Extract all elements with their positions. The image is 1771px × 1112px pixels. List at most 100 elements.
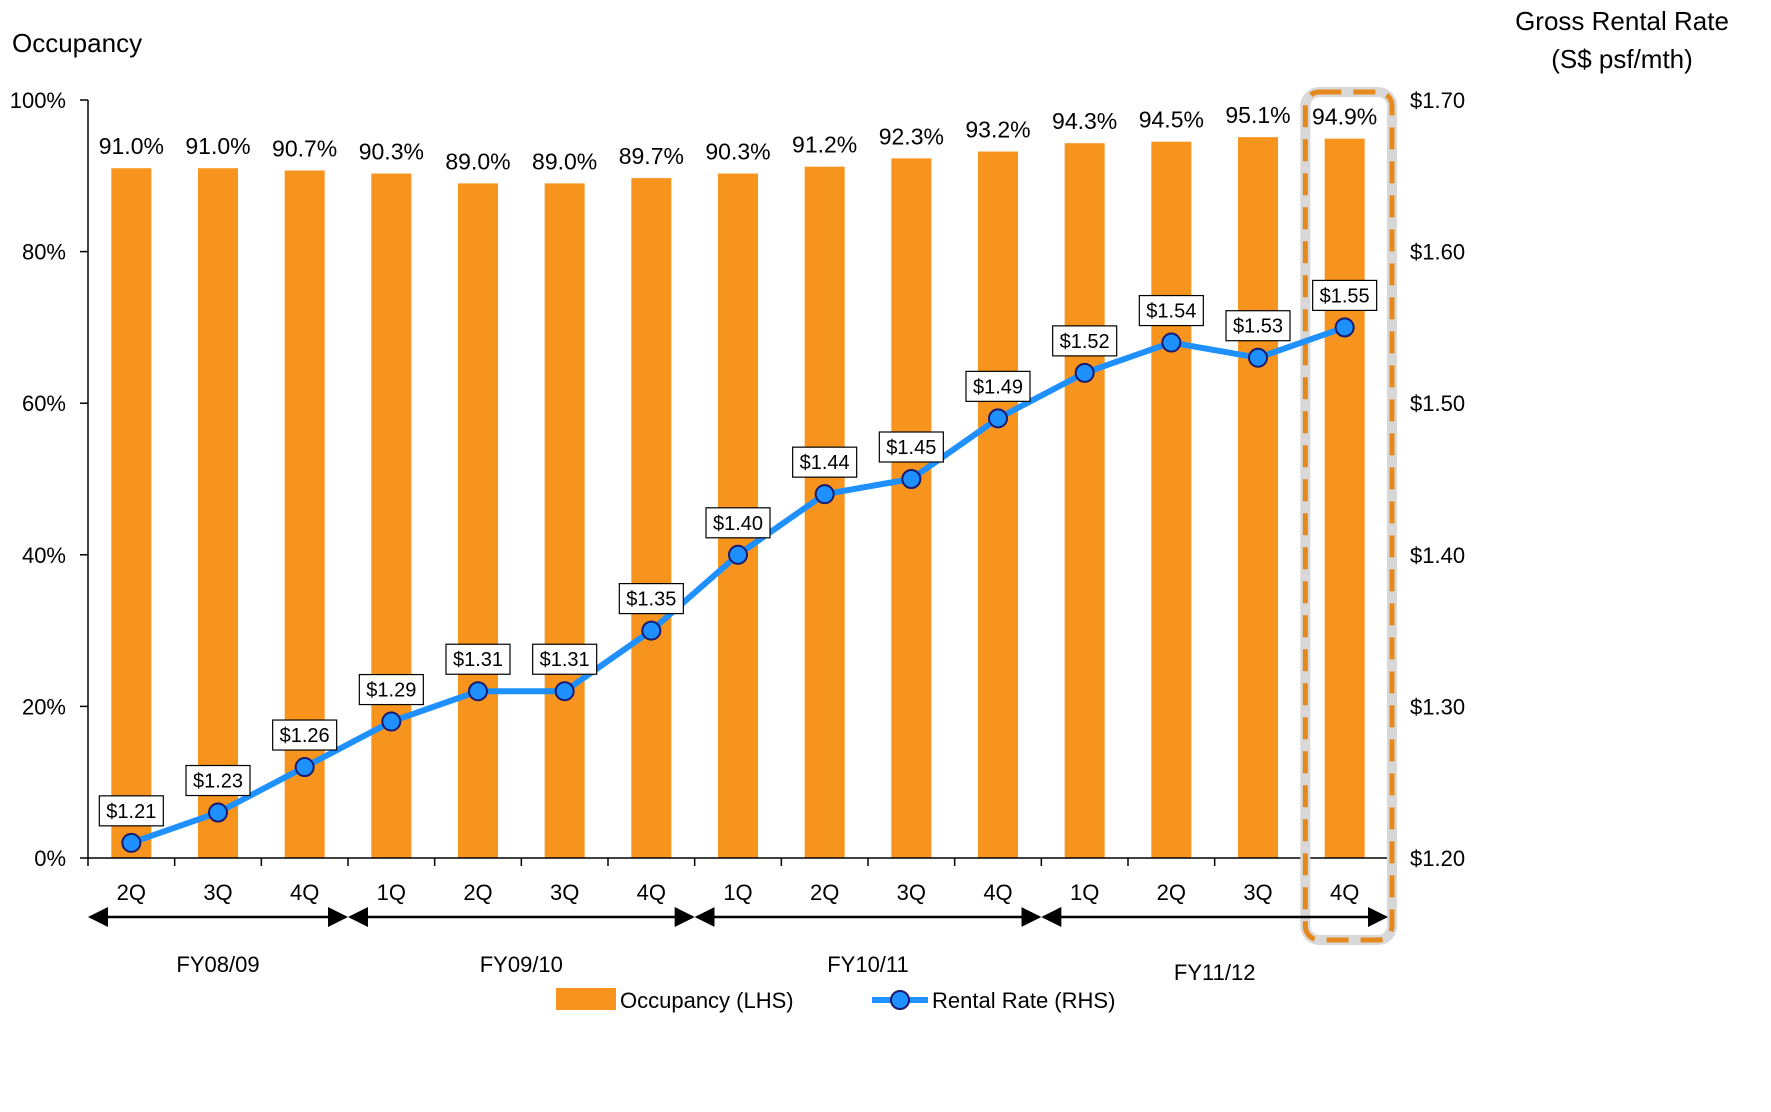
rental-rate-value-label: $1.21 [106, 801, 156, 823]
right-axis-title-unit: (S$ psf/mth) [1551, 44, 1693, 74]
occupancy-value-label: 94.3% [1052, 108, 1117, 134]
rental-rate-label-box [618, 582, 684, 615]
rental-rate-point [121, 832, 142, 853]
rental-rate-value-label: $1.45 [886, 437, 936, 459]
right-axis-tick-label: $1.30 [1410, 694, 1465, 719]
occupancy-value-label: 91.2% [792, 132, 857, 158]
rental-rate-point [1074, 362, 1095, 383]
rental-rate-value-label: $1.54 [1146, 301, 1196, 323]
occupancy-bar [1064, 143, 1105, 858]
rental-rate-value-label: $1.44 [800, 452, 850, 474]
occupancy-bar [631, 178, 672, 859]
rental-rate-label-box [878, 431, 944, 463]
occupancy-value-label: 89.0% [445, 148, 510, 174]
right-axis-tick-label: $1.60 [1410, 240, 1465, 265]
x-axis-category-label: 3Q [550, 880, 579, 905]
rental-rate-value-label: $1.49 [973, 376, 1023, 398]
right-axis-tick-label: $1.40 [1410, 543, 1465, 568]
right-axis-tick-label: $1.50 [1410, 391, 1465, 416]
rental-rate-value-label: $1.53 [1233, 316, 1283, 338]
occupancy-value-label: 90.3% [705, 139, 770, 165]
rental-rate-point [208, 802, 228, 823]
occupancy-bar [978, 151, 1018, 858]
rental-rate-value-label: $1.52 [1060, 331, 1110, 353]
occupancy-bar [371, 173, 412, 858]
left-axis-tick-label: 100% [10, 88, 66, 113]
occupancy-bar [1238, 137, 1278, 859]
rental-rate-label-box [1138, 294, 1204, 327]
left-axis-tick-label: 0% [34, 846, 66, 871]
occupancy-value-label: 92.3% [879, 123, 944, 149]
occupancy-bar [544, 183, 585, 858]
right-axis-title: Gross Rental Rate [1515, 6, 1729, 36]
occupancy-value-label: 90.7% [272, 135, 337, 161]
left-axis-tick-label: 80% [22, 240, 66, 265]
legend-occupancy-swatch [556, 988, 616, 1010]
occupancy-value-label: 89.7% [619, 143, 684, 169]
rental-rate-point [468, 681, 488, 702]
occupancy-value-label: 91.0% [185, 133, 250, 159]
x-axis-category-label: 3Q [897, 880, 926, 905]
x-axis-category-label: 3Q [1243, 880, 1272, 905]
rental-rate-value-label: $1.55 [1320, 285, 1370, 307]
left-axis-tick-label: 20% [22, 694, 66, 719]
occupancy-bar [891, 158, 932, 859]
rental-rate-value-label: $1.40 [713, 513, 763, 535]
rental-rate-label-box [272, 719, 338, 751]
legend-rental-rate-label: Rental Rate (RHS) [932, 988, 1115, 1013]
rental-rate-point [901, 469, 922, 489]
rental-rate-label-box [445, 643, 511, 675]
left-axis-title: Occupancy [12, 28, 142, 58]
rental-rate-point [381, 711, 402, 732]
x-axis-category-label: 2Q [463, 880, 492, 905]
rental-rate-label-box [1312, 279, 1378, 311]
x-axis-category-label: 2Q [810, 880, 839, 905]
x-axis-category-label: 2Q [117, 880, 146, 905]
labels-layer: 91.0% 91.0% 90.7% 90.3% 89.0% 89.0% 89.7% 90.3%… [98, 102, 1378, 827]
x-axis-category-label: 2Q [1157, 880, 1186, 905]
occupancy-value-label: 95.1% [1225, 102, 1290, 128]
rental-rate-point [1334, 317, 1355, 338]
occupancy-bar [198, 168, 238, 859]
left-axis-tick-label: 60% [22, 391, 66, 416]
highlight-box [1302, 89, 1395, 943]
rental-rate-point [1248, 347, 1268, 368]
rental-rate-point [728, 544, 748, 565]
rental-rate-value-label: $1.31 [540, 649, 590, 671]
rental-rate-value-label: $1.29 [366, 680, 416, 702]
x-axis-category-label: 4Q [290, 880, 319, 905]
occupancy-bar [111, 168, 152, 859]
occupancy-bar [458, 183, 498, 858]
rental-rate-point [1161, 332, 1182, 353]
rental-rate-value-label: $1.35 [626, 589, 676, 611]
left-axis-tick-label: 40% [22, 543, 66, 568]
fiscal-year-label: FY11/12 [1174, 960, 1256, 985]
bars-layer [111, 137, 1365, 859]
rental-rate-label-box [1052, 325, 1118, 357]
x-axis-category-label: 3Q [203, 880, 232, 905]
occupancy-bar [804, 166, 845, 859]
occupancy-value-label: 93.2% [965, 117, 1030, 143]
rental-rate-label-box [705, 507, 771, 539]
line-layer [121, 317, 1355, 853]
occupancy-value-label: 90.3% [359, 139, 424, 165]
occupancy-bar [1324, 138, 1365, 858]
x-axis-category-label: 4Q [1330, 880, 1359, 905]
rental-rate-label-box [358, 673, 424, 706]
rental-rate-label-box [98, 795, 164, 827]
fiscal-year-label: FY09/10 [480, 952, 563, 977]
rental-rate-label-box [792, 446, 858, 478]
occupancy-value-label: 91.0% [99, 133, 164, 159]
occupancy-value-label: 94.9% [1312, 104, 1377, 130]
rental-rate-value-label: $1.23 [193, 771, 243, 793]
x-axis-category-label: 4Q [983, 880, 1012, 905]
occupancy-value-label: 89.0% [532, 148, 597, 174]
rental-rate-label-box [965, 370, 1031, 402]
fiscal-year-label: FY10/11 [827, 952, 909, 977]
rental-rate-label-box [1225, 310, 1291, 342]
occupancy-bar [1151, 141, 1192, 858]
legend: Occupancy (LHS) Rental Rate (RHS) [556, 988, 1115, 1013]
right-axis-tick-label: $1.20 [1410, 846, 1465, 871]
highlight-layer [1300, 87, 1398, 945]
rental-rate-value-label: $1.26 [280, 725, 330, 747]
